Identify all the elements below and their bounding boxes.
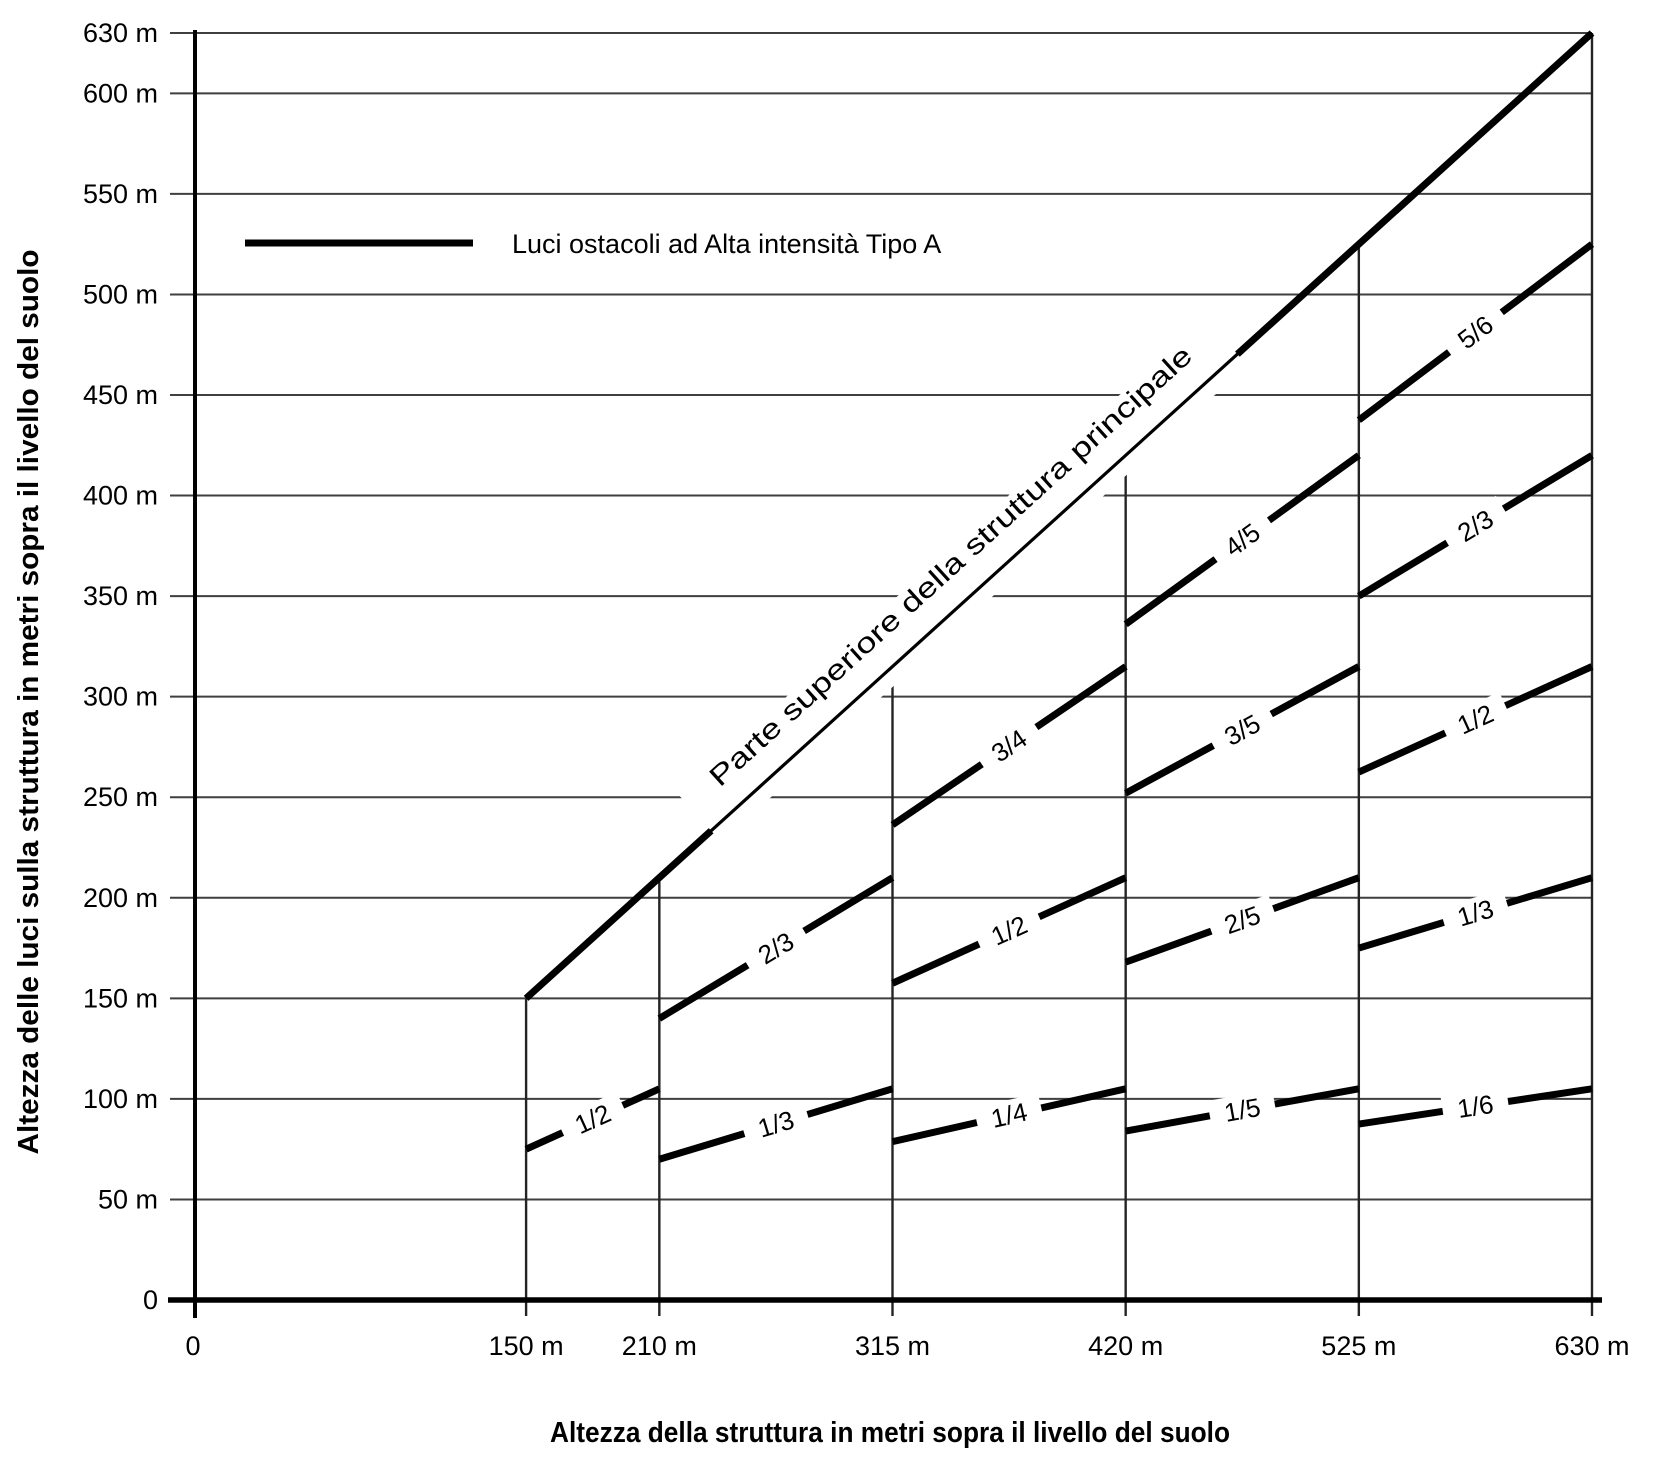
y-tick-label: 0: [143, 1285, 158, 1315]
fraction-label-halo: [973, 714, 1045, 777]
y-tick-label: 100 m: [83, 1084, 158, 1114]
horizontal-gridlines: [170, 32, 1592, 1201]
y-axis-title: Altezza delle luci sulla struttura in me…: [13, 250, 45, 1155]
tick-labels: 0 50 m 100 m 150 m 200 m 250 m 300 m 350 m 400 m…: [83, 18, 1630, 1361]
fraction-label: 1/6: [1455, 1089, 1495, 1124]
y-tick-label: 400 m: [83, 481, 158, 511]
x-tick-label: 420 m: [1088, 1331, 1163, 1361]
y-tick-label: 150 m: [83, 983, 158, 1013]
fraction-label-halo: [1206, 700, 1279, 759]
x-tick-label: 315 m: [855, 1331, 930, 1361]
y-tick-label: 600 m: [83, 78, 158, 108]
y-tick-label: 630 m: [83, 18, 158, 48]
x-tick-label: 630 m: [1554, 1331, 1629, 1361]
structure-top-line: [525, 31, 1594, 1000]
fraction-label: 1/5: [1222, 1092, 1263, 1128]
x-tick-label: 210 m: [622, 1331, 697, 1361]
y-tick-label: 50 m: [98, 1184, 158, 1214]
fraction-label-halo: [1439, 495, 1512, 556]
legend: Luci ostacoli ad Alta intensità Tipo A: [245, 229, 941, 259]
fraction-label-halo: [1207, 1089, 1278, 1131]
fraction-label-halo: [973, 1093, 1045, 1138]
fraction-label-halo: [1440, 300, 1511, 365]
fraction-label-halo: [556, 1091, 629, 1147]
structure-top-label-halo: [678, 317, 1248, 843]
y-tick-label: 450 m: [83, 380, 158, 410]
structure-top-line-group: [525, 31, 1594, 1000]
fraction-label-halo: [1439, 889, 1512, 937]
fraction-labels: 1/22/31/33/41/21/44/53/52/51/55/62/31/21…: [556, 300, 1512, 1148]
fraction-label-halo: [1206, 508, 1278, 572]
x-tick-label: 525 m: [1321, 1331, 1396, 1361]
y-tick-label: 250 m: [83, 782, 158, 812]
axes: [168, 30, 1602, 1318]
axis-titles: Altezza della struttura in metri sopra i…: [13, 250, 1230, 1450]
x-tick-label: 150 m: [489, 1331, 564, 1361]
y-tick-label: 350 m: [83, 581, 158, 611]
y-tick-label: 550 m: [83, 179, 158, 209]
fraction-label-halo: [739, 1100, 812, 1148]
y-tick-label: 500 m: [83, 279, 158, 309]
fraction-label-halo: [1206, 894, 1279, 946]
x-axis-title: Altezza della struttura in metri sopra i…: [550, 1417, 1230, 1449]
fraction-label-halo: [739, 918, 812, 978]
y-tick-label: 300 m: [83, 682, 158, 712]
y-tick-label: 200 m: [83, 883, 158, 913]
fraction-label-halo: [972, 903, 1046, 958]
legend-label: Luci ostacoli ad Alta intensità Tipo A: [512, 229, 941, 259]
fraction-label-halo: [1439, 692, 1512, 747]
fraction-label-halo: [1440, 1086, 1511, 1127]
x-tick-label: 0: [185, 1331, 200, 1361]
